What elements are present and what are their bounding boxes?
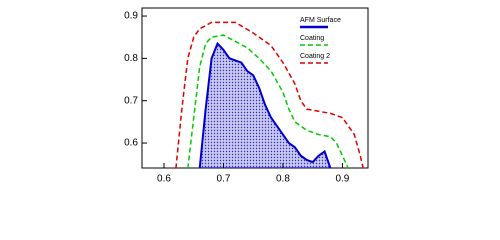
x-tick-label: 0.9	[335, 174, 349, 185]
legend-label: Coating 2	[300, 53, 330, 60]
y-tick-label: 0.8	[124, 53, 138, 64]
surface-area	[198, 41, 332, 168]
y-tick-label: 0.7	[124, 95, 138, 106]
x-tick-label: 0.8	[276, 174, 290, 185]
y-tick-label: 0.9	[124, 11, 138, 22]
y-tick-label: 0.6	[124, 138, 138, 149]
chart: 0.6 0.7 0.8 0.9 0.6 0.7 0.8 0.9 AFM Surface Coati…	[124, 7, 369, 185]
legend-label: AFM Surface	[300, 17, 341, 24]
x-tick-label: 0.6	[157, 174, 171, 185]
coating-line	[175, 21, 364, 168]
plot-area	[175, 21, 364, 168]
legend-label: Coating	[300, 35, 324, 42]
x-tick-label: 0.7	[217, 174, 231, 185]
